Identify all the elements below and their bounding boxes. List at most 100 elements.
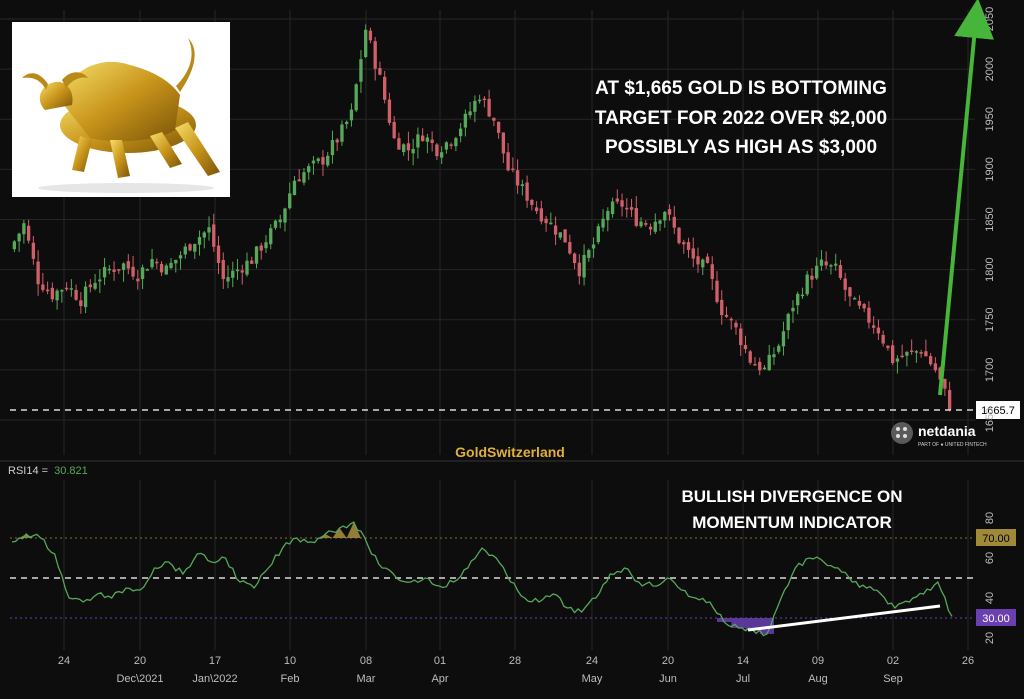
candle-body [383,76,387,100]
candle-body [525,182,529,201]
time-axis-tick: 28 [509,655,521,667]
candle-body [639,221,643,227]
candle-body [69,288,74,290]
candle-body [729,318,733,321]
candle-body [444,142,449,150]
candle-body [311,160,316,164]
netdania-brand: netdania PART OF ● UNITED FINTECH [891,422,987,448]
candle-body [435,144,439,157]
candle-body [534,207,539,212]
candle-body [183,246,187,255]
candle-body [278,219,282,223]
candle-body [943,378,947,389]
candle-body [905,351,909,356]
candle-body [316,158,320,162]
candle-body [563,229,567,243]
candle-body [402,144,406,153]
candle-body [857,300,862,306]
candle-body [762,367,767,370]
candle-body [629,207,634,210]
candle-body [406,143,411,151]
candle-body [753,364,757,366]
candle-body [815,265,819,279]
time-axis-tick: 14 [737,655,749,667]
price-axis-tick: 1650 [984,408,996,432]
time-axis-month: Dec\2021 [116,673,163,685]
time-axis-month: Jan\2022 [192,673,237,685]
candle-body [178,255,183,259]
candle-body [221,260,225,280]
candle-body [620,200,624,207]
rsi-series-line [11,521,953,637]
candle-body [425,137,430,142]
candle-body [862,304,866,309]
candle-body [297,179,301,182]
candle-body [663,211,667,221]
candle-body [31,242,36,259]
candle-body [22,223,26,235]
rsi-value: 30.821 [54,465,88,477]
candle-body [734,322,738,328]
candle-body [634,208,638,226]
candle-body [392,121,396,139]
headline: AT $1,665 GOLD IS BOTTOMING TARGET FOR 2… [595,78,887,158]
candle-body [131,266,135,277]
rsi-label: RSI14 = 30.821 [8,465,88,477]
candle-body [463,113,468,128]
candle-body [26,225,31,241]
time-axis-month: Feb [281,673,300,685]
candle-body [933,363,938,371]
candle-body [876,327,881,334]
rsi-annotation-line-1: BULLISH DIVERGENCE ON [681,487,902,506]
candle-body [364,29,368,57]
time-axis-tick: 20 [662,655,674,667]
candle-body [544,218,548,224]
candle-body [838,265,843,278]
candle-body [41,284,45,290]
candle-body [658,220,662,224]
candle-body [136,278,140,282]
rsi-name: RSI14 = [8,465,48,477]
candle-body [705,256,710,263]
price-axis-tick: 1850 [984,207,996,231]
candle-body [682,242,686,245]
price-axis-tick: 1700 [984,358,996,382]
price-candles [12,24,952,412]
candle-body [55,290,59,301]
candle-body [530,199,534,205]
candle-body [644,223,648,225]
candle-body [254,246,259,264]
candle-body [155,261,159,264]
rsi-annotation-line-2: MOMENTUM INDICATOR [692,513,892,532]
candle-body [83,286,88,308]
candle-body [843,278,847,290]
time-axis-tick: 20 [134,655,146,667]
candle-body [900,355,904,358]
candle-body [686,242,691,250]
candle-body [895,358,900,362]
time-axis-month: Apr [431,673,448,685]
candle-body [572,253,577,264]
candle-body [615,198,619,202]
time-axis-month: Mar [357,673,376,685]
candle-body [819,259,824,266]
time-axis-month: Jul [736,673,750,685]
time-axis-month: Jun [659,673,677,685]
candle-body [430,139,434,143]
candle-body [715,280,719,303]
rsi-axis-tick: 20 [984,632,996,644]
overbought-tag [976,529,1016,546]
time-axis-tick: 17 [209,655,221,667]
candle-body [420,135,425,142]
candle-body [553,225,558,235]
price-axis-tick: 2050 [984,7,996,31]
candle-body [853,298,857,300]
candle-body [468,111,472,116]
candle-body [496,121,501,133]
rsi-axis: 80 60 40 20 70.00 30.00 [976,512,1016,644]
candle-body [786,313,790,331]
current-price-tag: 1665.7 [976,401,1020,419]
candle-body [159,263,164,273]
candle-body [691,248,695,259]
time-axis-tick: 24 [586,655,598,667]
